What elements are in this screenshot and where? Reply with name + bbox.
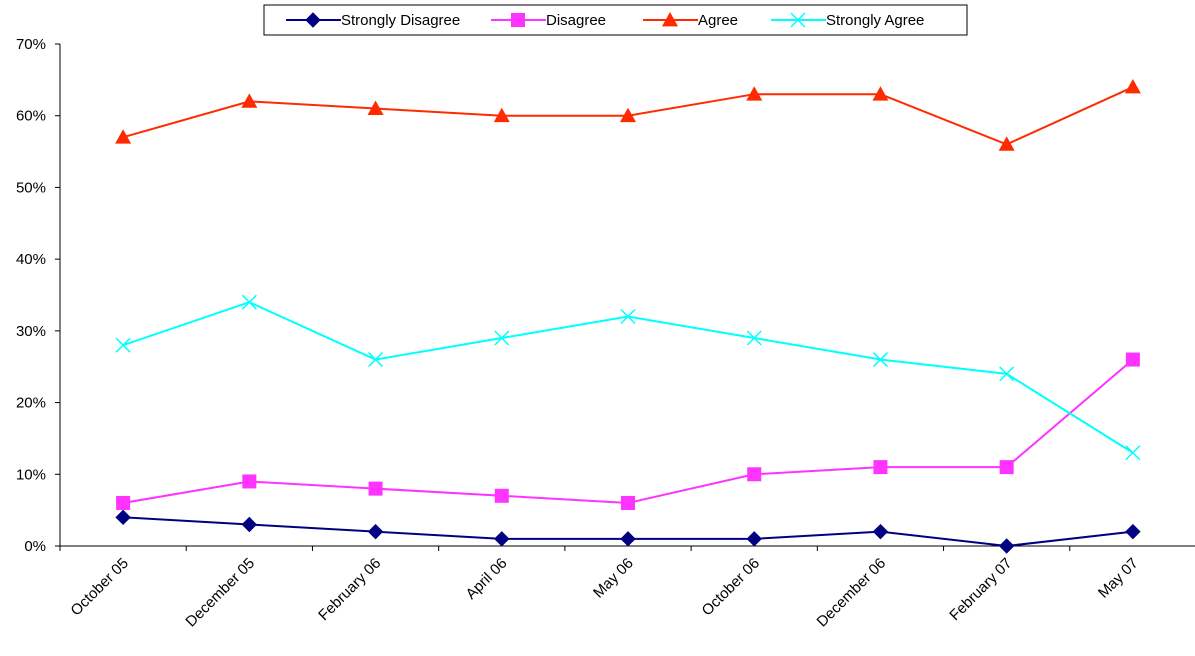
legend-item-disagree: Disagree (491, 12, 606, 29)
data-point-disagree (621, 495, 635, 510)
x-tick-label: May 07 (1095, 555, 1142, 602)
data-point-disagree (368, 481, 383, 496)
legend: Strongly Disagree Disagree Agree Strongly A… (263, 4, 968, 36)
series-disagree (116, 352, 1140, 510)
data-point-strongly-disagree (746, 531, 762, 547)
data-point-strongly-agree (999, 366, 1015, 382)
data-point-disagree (873, 460, 888, 475)
data-point-strongly-agree (872, 352, 888, 368)
data-point-strongly-agree (115, 337, 131, 353)
data-point-disagree (999, 460, 1014, 475)
legend-label: Disagree (546, 12, 606, 29)
data-point-strongly-agree (368, 352, 384, 368)
data-point-agree (620, 107, 636, 123)
y-tick-label: 70% (16, 36, 46, 53)
y-tick-label: 50% (16, 179, 46, 196)
x-tick-label: October 06 (699, 555, 764, 620)
legend-swatch-marker (790, 12, 806, 28)
data-point-strongly-disagree (1125, 523, 1141, 540)
y-tick-label: 0% (24, 538, 46, 555)
y-tick-label: 60% (16, 108, 46, 125)
data-point-disagree (1125, 352, 1140, 367)
x-tick-label: February 06 (315, 555, 384, 624)
data-point-strongly-agree (746, 330, 762, 346)
series-strongly-disagree (115, 509, 1141, 554)
data-point-agree (367, 100, 384, 115)
legend-item-strongly-agree: Strongly Agree (771, 12, 924, 29)
data-point-agree (241, 93, 258, 108)
data-point-agree (493, 107, 510, 123)
data-point-strongly-agree (241, 294, 257, 310)
y-tick-label: 30% (16, 323, 46, 340)
y-tick-label: 40% (16, 251, 46, 268)
data-point-strongly-disagree (872, 523, 889, 540)
data-point-strongly-agree (620, 308, 636, 325)
data-point-strongly-disagree (494, 531, 510, 547)
data-point-disagree (747, 467, 762, 482)
y-tick-label: 10% (16, 466, 46, 483)
data-point-strongly-disagree (241, 516, 258, 533)
y-tick-label: 20% (16, 395, 46, 412)
data-point-strongly-disagree (115, 509, 131, 526)
axes: 0% 10% 20% 30% 40% 50% 60% 70% October 05 Decembe… (16, 36, 1195, 631)
series-line-disagree (122, 358, 1134, 504)
data-point-strongly-agree (1125, 445, 1141, 461)
data-point-disagree (494, 488, 509, 503)
legend-box (263, 4, 968, 36)
series-line-strongly-agree (122, 301, 1134, 454)
data-point-strongly-disagree (998, 538, 1015, 554)
legend-label: Agree (698, 12, 738, 29)
legend-swatch-marker (511, 13, 525, 27)
x-tick-label: April 06 (463, 555, 511, 603)
data-point-agree (998, 136, 1015, 151)
legend-label: Strongly Agree (826, 12, 924, 29)
x-tick-label: December 06 (814, 555, 890, 631)
data-point-disagree (116, 495, 131, 510)
data-point-strongly-agree (494, 330, 510, 346)
series-agree (115, 79, 1141, 151)
data-point-agree (1124, 79, 1141, 94)
series-strongly-agree (115, 294, 1141, 461)
x-tick-label: December 05 (182, 555, 258, 631)
legend-label: Strongly Disagree (341, 12, 460, 29)
x-tick-label: October 05 (67, 555, 132, 620)
series-layer (115, 79, 1141, 554)
legend-swatch-marker (305, 12, 321, 28)
data-point-agree (746, 86, 763, 101)
legend-item-strongly-disagree: Strongly Disagree (286, 12, 460, 29)
data-point-disagree (242, 474, 257, 489)
data-point-strongly-disagree (620, 531, 636, 547)
x-tick-label: May 06 (590, 555, 637, 602)
x-tick-label: February 07 (946, 555, 1015, 624)
data-point-agree (872, 86, 889, 101)
legend-swatch-marker (662, 12, 678, 27)
legend-item-agree: Agree (643, 12, 738, 29)
data-point-agree (115, 129, 132, 144)
data-point-strongly-disagree (367, 523, 384, 540)
